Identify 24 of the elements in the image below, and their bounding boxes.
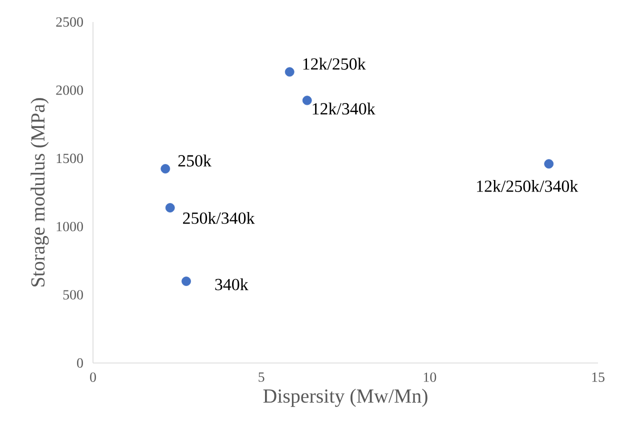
point [544,159,554,169]
point [165,203,175,212]
y-tick-label: 500 [63,290,83,300]
point [160,164,170,174]
annotation: 12k/340k [312,102,376,115]
x-tick-label: 10 [424,372,436,382]
x-tick-label: 5 [258,372,264,382]
point [182,276,191,286]
y-tick-label: 2000 [56,85,83,95]
y-tick-label: 1000 [56,222,83,232]
annotation: 250k/340k [183,212,255,224]
y-axis-title: Storage modulus (MPa) [30,98,49,286]
x-axis-title: Dispersity (Mw/Mn) [263,388,428,407]
annotation: 12k/250k/340k [477,180,578,192]
annotation: 250k [178,154,212,167]
point [284,67,294,77]
annotation: 340k [215,278,248,290]
y-tick-label: 0 [77,358,83,368]
x-tick-label: 15 [592,372,604,382]
point [302,96,312,106]
x-tick-label: 0 [90,372,96,382]
y-tick-label: 2500 [56,17,83,27]
y-tick-label: 1500 [56,154,83,164]
annotation: 12k/250k [303,58,366,70]
